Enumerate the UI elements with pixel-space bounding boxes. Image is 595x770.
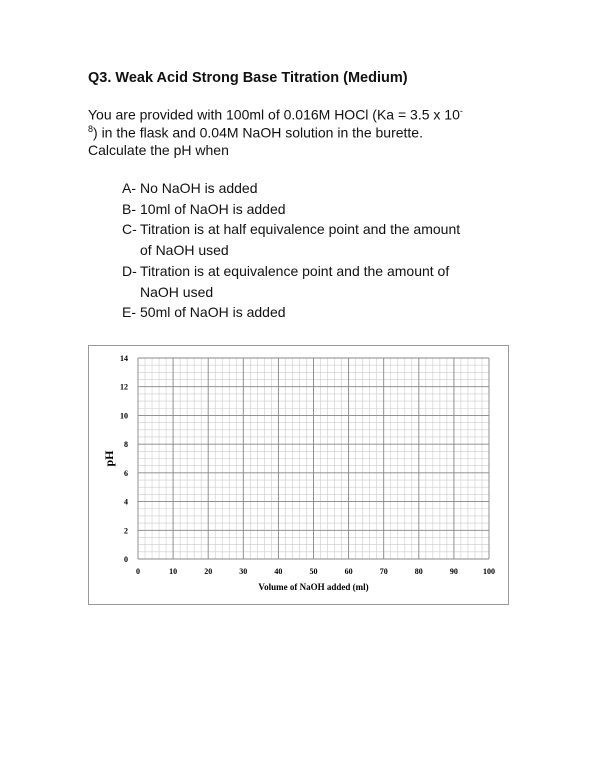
item-label: D- bbox=[122, 262, 137, 279]
x-axis-label: Volume of NaOH added (ml) bbox=[258, 582, 368, 592]
intro-line: Calculate the pH when bbox=[88, 142, 229, 158]
item-text: 50ml of NaOH is added bbox=[140, 304, 286, 321]
y-tick-label: 6 bbox=[124, 469, 128, 478]
y-tick-label: 0 bbox=[124, 555, 128, 564]
superscript: - bbox=[459, 106, 463, 116]
y-tick-label: 4 bbox=[124, 498, 128, 507]
item-label: C- bbox=[122, 221, 137, 238]
item-text: NaOH used bbox=[140, 283, 214, 300]
y-axis-label: pH bbox=[102, 450, 116, 467]
chart-frame bbox=[88, 345, 509, 605]
item-text: Titration is at half equivalence point a… bbox=[140, 221, 461, 238]
title: Q3. Weak Acid Strong Base Titration (Med… bbox=[88, 70, 408, 86]
y-tick-label: 12 bbox=[120, 383, 128, 392]
x-tick-label: 60 bbox=[345, 567, 353, 576]
item-text: No NaOH is added bbox=[140, 180, 258, 196]
item-label: B- bbox=[122, 200, 136, 217]
intro-line: 8) in the flask and 0.04M NaOH solution … bbox=[88, 124, 423, 141]
item-label: A- bbox=[122, 180, 136, 196]
x-tick-label: 20 bbox=[204, 567, 212, 576]
y-tick-label: 14 bbox=[120, 354, 128, 363]
y-tick-label: 10 bbox=[120, 411, 128, 420]
x-tick-label: 80 bbox=[415, 567, 423, 576]
x-tick-label: 10 bbox=[169, 567, 177, 576]
x-tick-label: 70 bbox=[380, 567, 388, 576]
text: ) in the flask and 0.04M NaOH solution i… bbox=[93, 124, 423, 141]
text: You are provided with 100ml of 0.016M HO… bbox=[88, 106, 460, 123]
item-label: E- bbox=[122, 304, 136, 321]
item-text: of NaOH used bbox=[140, 242, 229, 259]
y-tick-label: 2 bbox=[124, 526, 128, 535]
item-text: 10ml of NaOH is added bbox=[140, 200, 286, 217]
x-tick-label: 90 bbox=[450, 567, 458, 576]
x-tick-label: 100 bbox=[483, 567, 495, 576]
superscript: 8 bbox=[88, 124, 94, 134]
x-tick-label: 0 bbox=[136, 567, 140, 576]
x-tick-label: 40 bbox=[274, 567, 282, 576]
item-text: Titration is at equivalence point and th… bbox=[140, 262, 450, 279]
intro-line: You are provided with 100ml of 0.016M HO… bbox=[88, 106, 463, 123]
x-tick-label: 50 bbox=[310, 567, 318, 576]
y-tick-label: 8 bbox=[124, 440, 128, 449]
x-tick-label: 30 bbox=[239, 567, 247, 576]
